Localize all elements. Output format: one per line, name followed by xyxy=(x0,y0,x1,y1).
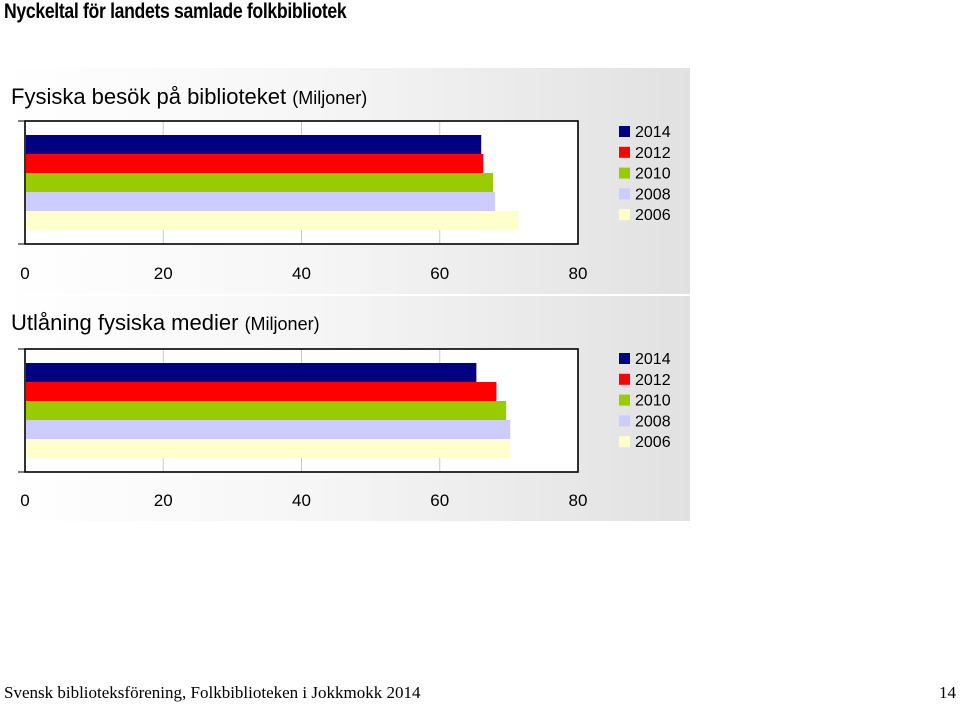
x-tick-label: 80 xyxy=(569,264,588,283)
bar-2006 xyxy=(26,439,511,458)
legend-swatch xyxy=(619,353,630,364)
bar-2008 xyxy=(26,192,496,211)
bar-2010 xyxy=(26,173,493,192)
x-tick-label: 20 xyxy=(154,491,173,510)
legend-swatch xyxy=(619,167,630,179)
bar-2012 xyxy=(26,154,484,173)
bar-2012 xyxy=(26,382,497,401)
chart-title-unit: (Miljoner) xyxy=(244,314,320,334)
x-tick-label: 60 xyxy=(430,264,449,283)
x-tick-label: 60 xyxy=(430,491,449,510)
legend-swatch xyxy=(619,394,630,406)
plot-frame xyxy=(24,120,579,245)
x-tick-label: 0 xyxy=(20,264,29,283)
chart-title-unit: (Miljoner) xyxy=(292,88,368,108)
legend-label: 2008 xyxy=(635,413,671,430)
bar-2014 xyxy=(26,363,477,382)
legend-swatch xyxy=(619,188,630,200)
chart-visits: 0 20 40 60 80 2014 2012 2010 2008 2006 xyxy=(18,120,671,283)
bar-2010 xyxy=(26,401,507,420)
chart-title-text: Utlåning fysiska medier xyxy=(11,310,239,335)
legend-swatch xyxy=(619,415,630,427)
footer-source: Svensk biblioteksförening, Folkbibliotek… xyxy=(4,683,421,702)
legend-label: 2006 xyxy=(635,434,671,451)
page-title: Nyckeltal för landets samlade folkbiblio… xyxy=(4,0,347,23)
bar-2014 xyxy=(26,135,482,154)
bar-2006 xyxy=(26,211,519,230)
legend-label: 2014 xyxy=(635,351,671,368)
legend-label: 2010 xyxy=(635,166,671,183)
legend-swatch xyxy=(619,436,630,448)
x-tick-label: 80 xyxy=(569,491,588,510)
legend-label: 2010 xyxy=(635,393,671,410)
chart-title: Fysiska besök på biblioteket (Miljoner) xyxy=(11,84,367,110)
plot-frame xyxy=(24,348,579,473)
chart-title: Utlåning fysiska medier (Miljoner) xyxy=(11,310,320,336)
x-tick-label: 40 xyxy=(292,264,311,283)
legend-swatch xyxy=(619,126,630,137)
x-tick-label: 20 xyxy=(154,264,173,283)
bar-2008 xyxy=(26,420,511,439)
page-number: 14 xyxy=(939,683,956,702)
legend-label: 2008 xyxy=(635,186,671,203)
legend-label: 2012 xyxy=(635,372,671,389)
legend-swatch xyxy=(619,146,630,158)
legend-label: 2012 xyxy=(635,145,671,162)
x-tick-label: 40 xyxy=(292,491,311,510)
legend-label: 2014 xyxy=(635,124,671,141)
chart-panel-visits: Fysiska besök på biblioteket (Miljoner) … xyxy=(4,68,690,294)
legend-swatch xyxy=(619,373,630,385)
chart-title-text: Fysiska besök på biblioteket xyxy=(11,84,287,109)
legend-label: 2006 xyxy=(635,207,671,224)
chart-panel-loans: Utlåning fysiska medier (Miljoner) 0 20 40… xyxy=(4,296,690,521)
x-tick-label: 0 xyxy=(20,491,29,510)
chart-loans: 0 20 40 60 80 2014 2012 2010 2008 2006 xyxy=(18,348,671,510)
legend-swatch xyxy=(619,209,630,221)
